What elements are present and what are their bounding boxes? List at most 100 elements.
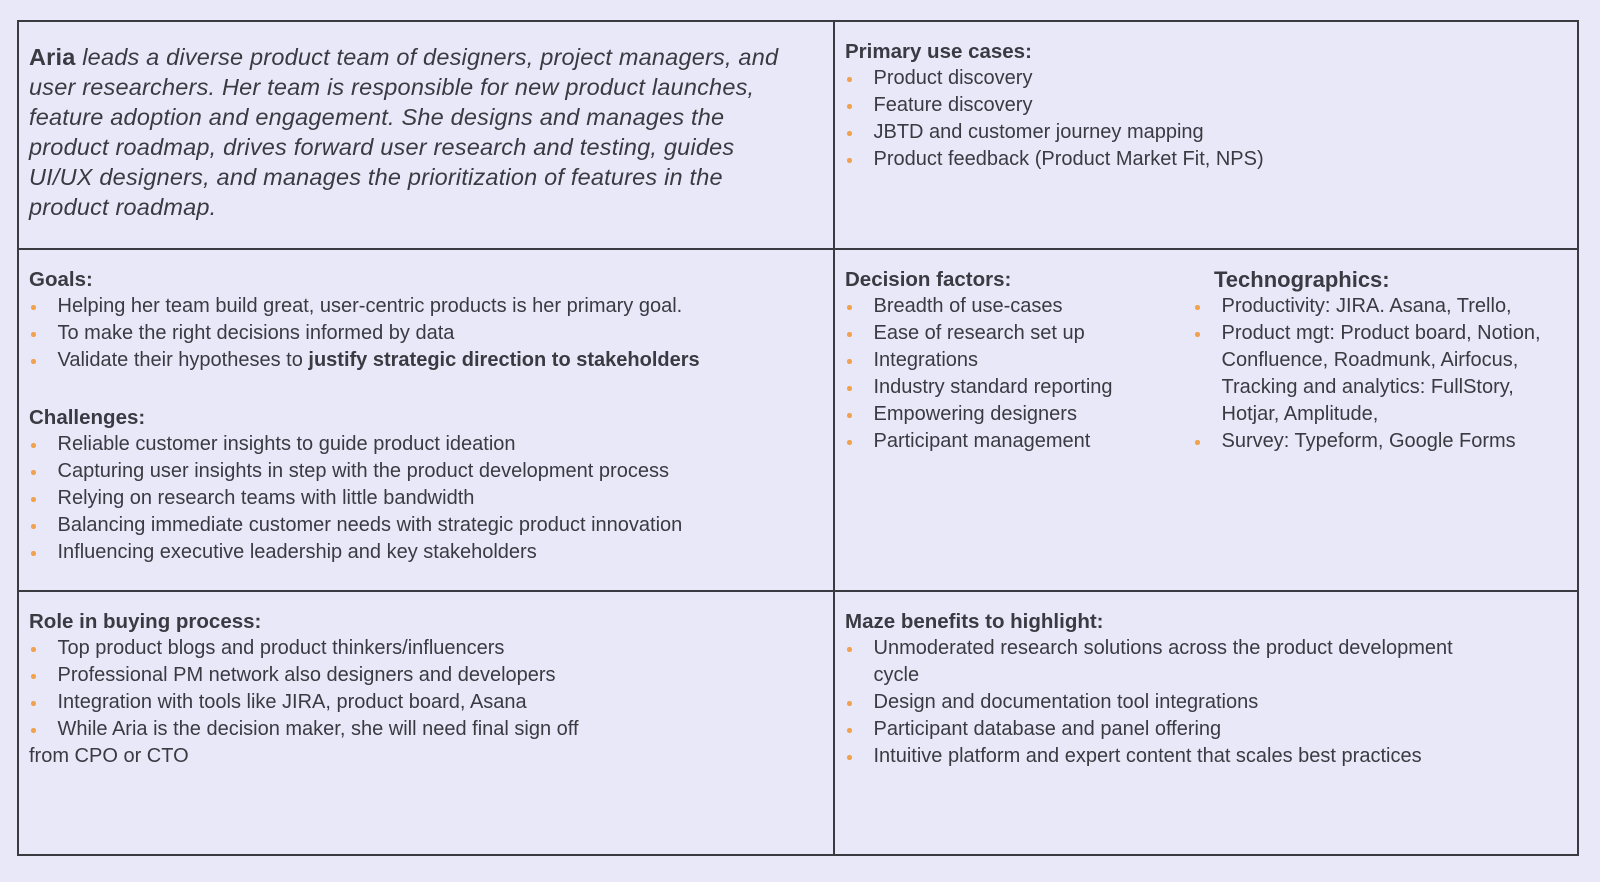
list-item-text: To make the right decisions informed by …: [57, 322, 455, 344]
list-item: Ease of research set up: [845, 320, 1193, 347]
list-item-text: Industry standard reporting: [873, 376, 1113, 398]
list-item: Reliable customer insights to guide prod…: [29, 431, 817, 458]
bullet-icon: [31, 470, 36, 475]
persona-name: Aria: [29, 44, 76, 70]
bullet-icon: [31, 728, 36, 733]
technographics-heading: Technographics:: [1214, 267, 1390, 292]
list-item: While Aria is the decision maker, she wi…: [29, 716, 817, 743]
bullet-icon: [847, 386, 852, 391]
bullet-icon: [847, 413, 852, 418]
maze-benefits-heading: Maze benefits to highlight:: [845, 610, 1104, 633]
list-item: Capturing user insights in step with the…: [29, 458, 817, 485]
list-item-text: Integration with tools like JIRA, produc…: [57, 691, 527, 713]
decision-factors-heading: Decision factors:: [845, 268, 1012, 291]
list-item-text: Feature discovery: [873, 94, 1033, 116]
bullet-icon: [31, 674, 36, 679]
list-item-text: Influencing executive leadership and key…: [57, 541, 537, 563]
list-item: Design and documentation tool integratio…: [845, 689, 1493, 716]
bullet-icon: [847, 701, 852, 706]
bullet-icon: [31, 701, 36, 706]
list-item-text: Intuitive platform and expert content th…: [873, 745, 1422, 767]
list-item-text: Relying on research teams with little ba…: [57, 487, 475, 509]
list-item-text: Professional PM network also designers a…: [57, 664, 556, 686]
technographics-column: Technographics: Productivity: JIRA. Asan…: [1193, 266, 1561, 455]
bullet-icon: [847, 77, 852, 82]
cell-primary-use-cases: Primary use cases: Product discovery Feat…: [835, 22, 1577, 250]
list-item-text: Design and documentation tool integratio…: [873, 691, 1259, 713]
goals-heading: Goals:: [29, 268, 93, 291]
list-item: Product mgt: Product board, Notion, Conf…: [1193, 320, 1555, 428]
list-item: Relying on research teams with little ba…: [29, 485, 817, 512]
list-item: Top product blogs and product thinkers/i…: [29, 635, 817, 662]
bullet-icon: [847, 647, 852, 652]
challenges-list: Reliable customer insights to guide prod…: [29, 431, 817, 566]
bullet-icon: [847, 158, 852, 163]
list-item-text: Ease of research set up: [873, 322, 1085, 344]
bullet-icon: [847, 332, 852, 337]
list-item: Helping her team build great, user-centr…: [29, 293, 817, 320]
list-item: Empowering designers: [845, 401, 1193, 428]
bullet-icon: [847, 440, 852, 445]
cell-intro: Aria leads a diverse product team of des…: [19, 22, 835, 250]
list-item: Productivity: JIRA. Asana, Trello,: [1193, 293, 1555, 320]
list-item-text: Unmoderated research solutions across th…: [873, 637, 1453, 686]
bullet-icon: [847, 728, 852, 733]
bullet-icon: [31, 359, 36, 364]
list-item: Intuitive platform and expert content th…: [845, 743, 1493, 770]
decision-factors-list: Breadth of use-cases Ease of research set…: [845, 293, 1193, 455]
list-item-text: Product discovery: [873, 67, 1033, 89]
list-item-text: Top product blogs and product thinkers/i…: [57, 637, 505, 659]
list-item: Product discovery: [845, 65, 1561, 92]
decision-tech-columns: Decision factors: Breadth of use-cases Ea…: [845, 266, 1561, 455]
bullet-icon: [31, 443, 36, 448]
list-item: Product feedback (Product Market Fit, NP…: [845, 146, 1561, 173]
bullet-icon: [31, 647, 36, 652]
bullet-icon: [1195, 305, 1200, 310]
persona-table: Aria leads a diverse product team of des…: [17, 20, 1579, 856]
list-item-text: Empowering designers: [873, 403, 1077, 425]
maze-benefits-list: Unmoderated research solutions across th…: [845, 635, 1561, 770]
goals-list: Helping her team build great, user-centr…: [29, 293, 817, 374]
primary-use-cases-heading: Primary use cases:: [845, 40, 1032, 63]
bullet-icon: [31, 305, 36, 310]
role-in-buying-list: Top product blogs and product thinkers/i…: [29, 635, 817, 743]
bullet-icon: [31, 332, 36, 337]
list-item-text: Balancing immediate customer needs with …: [57, 514, 683, 536]
challenges-heading: Challenges:: [29, 406, 146, 429]
list-item: Feature discovery: [845, 92, 1561, 119]
role-in-buying-footnote: from CPO or CTO: [29, 745, 189, 767]
bullet-icon: [1195, 440, 1200, 445]
list-item: Survey: Typeform, Google Forms: [1193, 428, 1555, 455]
bullet-icon: [31, 524, 36, 529]
decision-factors-column: Decision factors: Breadth of use-cases Ea…: [845, 266, 1193, 455]
bullet-icon: [31, 497, 36, 502]
persona-description: leads a diverse product team of designer…: [29, 44, 779, 220]
list-item: Influencing executive leadership and key…: [29, 539, 817, 566]
cell-role-in-buying: Role in buying process: Top product blog…: [19, 592, 835, 854]
list-item-text: JBTD and customer journey mapping: [873, 121, 1204, 143]
list-item-text: Participant database and panel offering: [873, 718, 1222, 740]
role-in-buying-heading: Role in buying process:: [29, 610, 262, 633]
list-item-text: Survey: Typeform, Google Forms: [1221, 430, 1516, 452]
list-item-text: Breadth of use-cases: [873, 295, 1063, 317]
list-item-text: Productivity: JIRA. Asana, Trello,: [1221, 295, 1512, 317]
list-item-text: Capturing user insights in step with the…: [57, 460, 669, 482]
bullet-icon: [847, 755, 852, 760]
list-item: Unmoderated research solutions across th…: [845, 635, 1493, 689]
list-item: Professional PM network also designers a…: [29, 662, 817, 689]
list-item-text: Product feedback (Product Market Fit, NP…: [873, 148, 1264, 170]
list-item-text: Validate their hypotheses to justify str…: [57, 349, 700, 371]
bullet-icon: [847, 131, 852, 136]
list-item: To make the right decisions informed by …: [29, 320, 817, 347]
bullet-icon: [1195, 332, 1200, 337]
list-item: Industry standard reporting: [845, 374, 1193, 401]
list-item-text: Reliable customer insights to guide prod…: [57, 433, 516, 455]
list-item-text: Participant management: [873, 430, 1091, 452]
list-item: Participant management: [845, 428, 1193, 455]
bullet-icon: [31, 551, 36, 556]
bullet-icon: [847, 305, 852, 310]
list-item: JBTD and customer journey mapping: [845, 119, 1561, 146]
list-item: Integrations: [845, 347, 1193, 374]
list-item-text: While Aria is the decision maker, she wi…: [57, 718, 579, 740]
